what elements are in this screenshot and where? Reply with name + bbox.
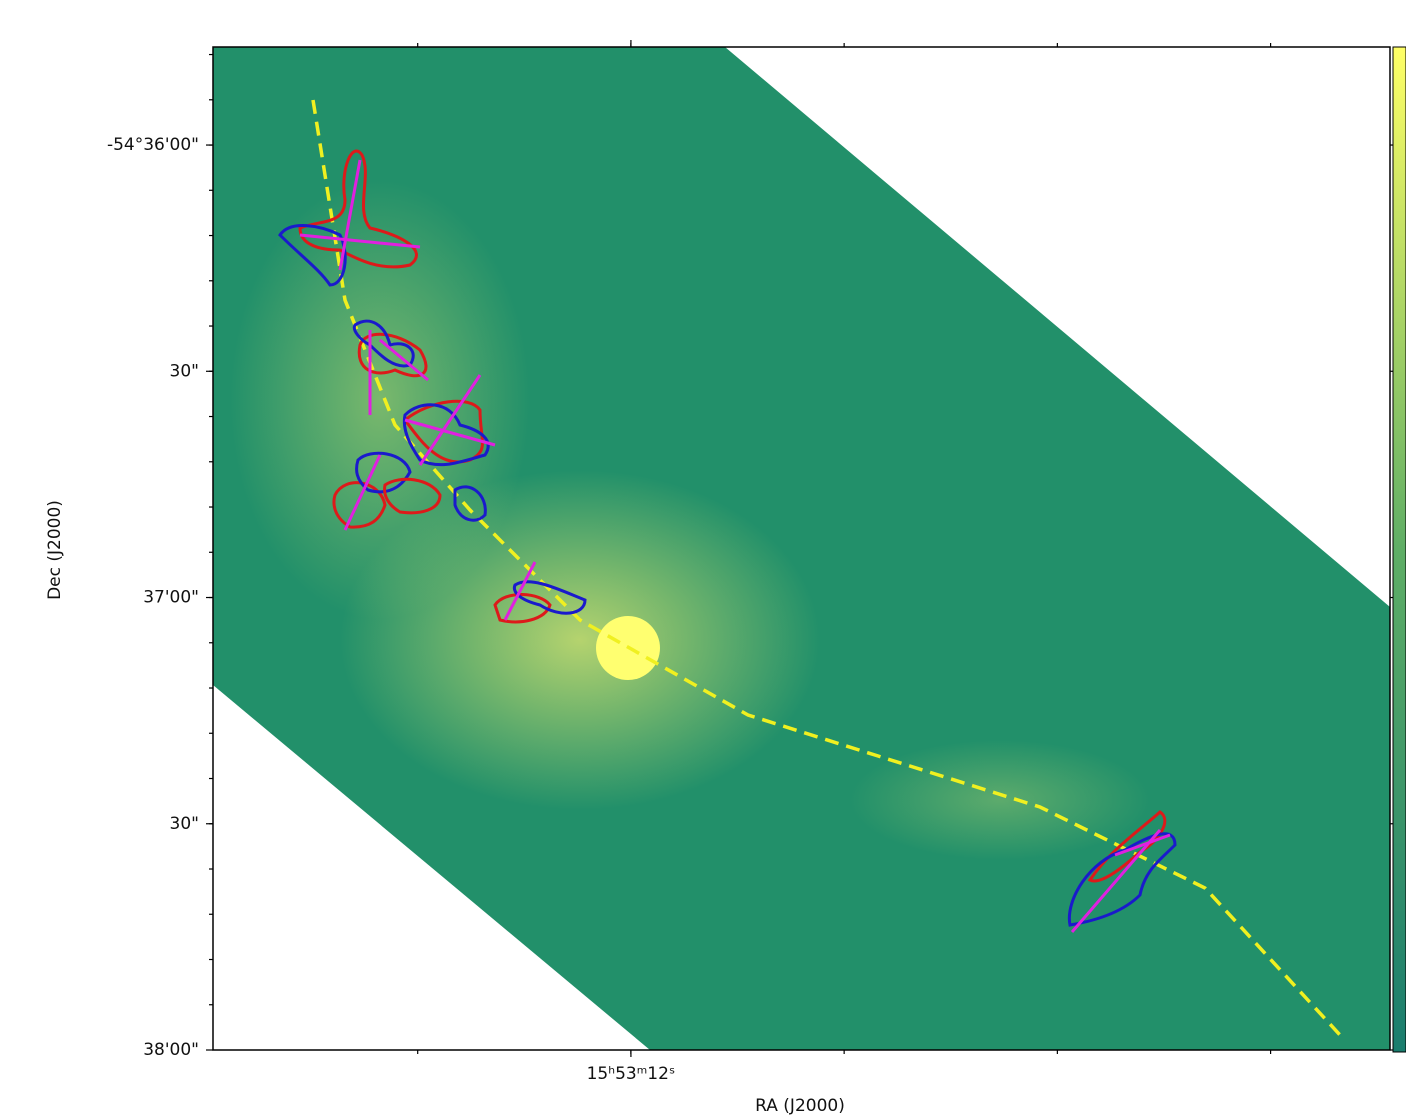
y-tick-label: 37'00" [143, 588, 199, 608]
y-tick-label: 30" [170, 361, 199, 381]
minor-ticks [209, 43, 1272, 1054]
x-axis-label: RA (J2000) [755, 1096, 845, 1116]
contours [278, 149, 1177, 933]
axes-frame [212, 46, 1391, 1051]
image [213, 47, 1390, 1050]
x-tick-label: 15ʰ53ᵐ12ˢ [587, 1064, 676, 1084]
y-tick-label: 30" [170, 814, 199, 834]
y-tick-label: -54°36'00" [107, 135, 199, 155]
colorbar [1392, 46, 1406, 1053]
y-axis-label: Dec (J2000) [45, 500, 65, 600]
y-tick-label: 38'00" [143, 1040, 199, 1060]
